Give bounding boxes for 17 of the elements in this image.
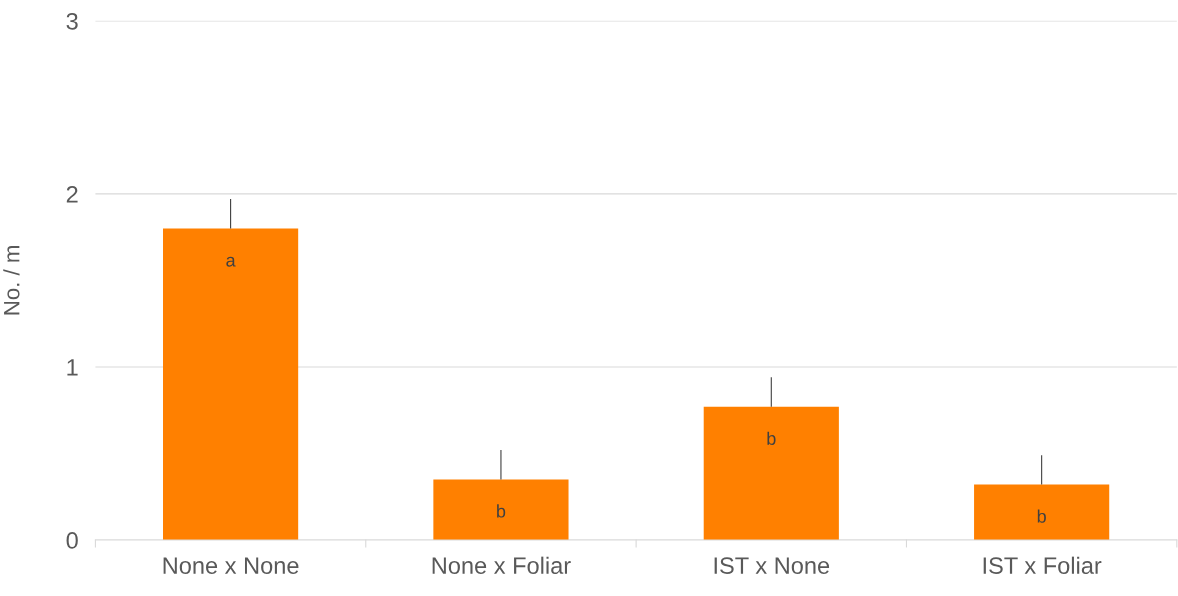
y-tick-label: 0 [66, 532, 78, 549]
annotation: b [497, 504, 506, 518]
y-tick-label: 2 [66, 185, 78, 203]
bar [163, 228, 299, 540]
annotation: b [767, 431, 776, 445]
bar [974, 484, 1110, 540]
y-axis-title: No. / m [3, 246, 20, 315]
x-tick-label: None x Foliar [432, 556, 571, 574]
x-tick-label: IST x Foliar [983, 556, 1102, 574]
annotation: b [1037, 509, 1046, 523]
x-tick-label: None x None [163, 557, 299, 574]
bar [433, 479, 569, 540]
y-tick-label: 3 [66, 12, 78, 30]
bar [703, 406, 839, 540]
y-tick-label: 1 [67, 359, 78, 376]
annotation: a [226, 256, 236, 267]
x-tick-label: IST x None [714, 557, 830, 574]
